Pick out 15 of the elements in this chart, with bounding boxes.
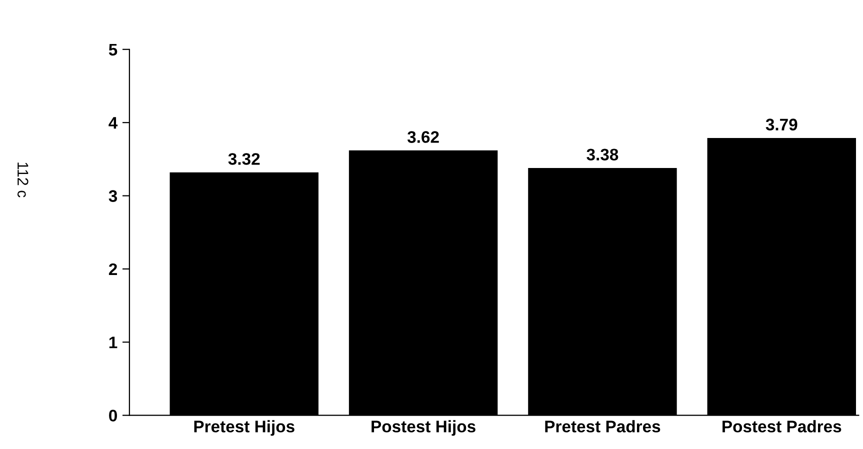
x-tick-label: Pretest Hijos [194, 420, 294, 436]
y-tick-label: 4 [108, 117, 118, 129]
x-tick-label: Postest Hijos [372, 420, 476, 436]
x-tick-label: Pretest Padres [545, 420, 660, 432]
data-label: 3.79 [766, 118, 798, 131]
x-tick-label: Postest Padres [722, 420, 842, 432]
y-tick-label: 5 [108, 44, 118, 56]
data-label: 3.62 [407, 131, 439, 143]
data-label: 3.38 [586, 148, 618, 161]
y-tick-label: 0 [109, 410, 117, 422]
y-tick-label: 3 [108, 190, 118, 202]
data-label: 3.32 [228, 153, 260, 165]
text: 112 c [17, 162, 28, 198]
y-tick-label: 2 [108, 263, 117, 275]
y-tick-label: 1 [109, 336, 118, 348]
